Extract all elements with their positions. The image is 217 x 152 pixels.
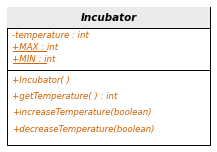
Text: +getTemperature( ) : int: +getTemperature( ) : int bbox=[13, 92, 118, 101]
Bar bbox=[7, 7, 210, 28]
Text: +MIN : int: +MIN : int bbox=[13, 55, 56, 64]
Text: +decreaseTemperature(boolean): +decreaseTemperature(boolean) bbox=[13, 125, 155, 134]
Text: +Incubator( ): +Incubator( ) bbox=[13, 76, 70, 85]
Text: +increaseTemperature(boolean): +increaseTemperature(boolean) bbox=[13, 108, 152, 117]
Text: +MAX : int: +MAX : int bbox=[13, 43, 59, 52]
Text: Incubator: Incubator bbox=[80, 13, 137, 23]
Text: -temperature : int: -temperature : int bbox=[13, 31, 89, 40]
